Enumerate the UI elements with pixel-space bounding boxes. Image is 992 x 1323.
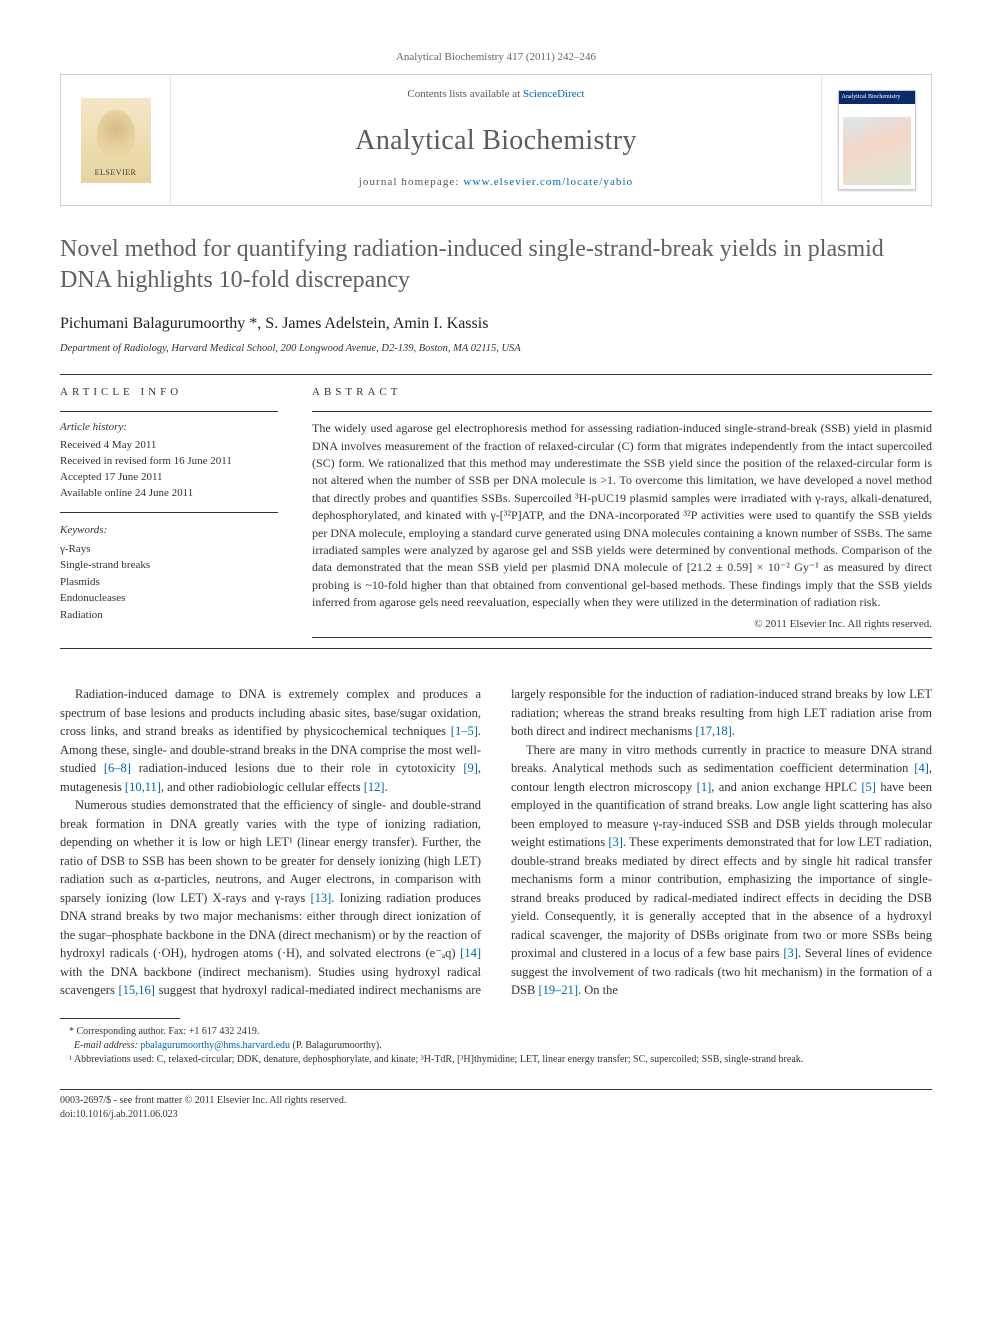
copyright: © 2011 Elsevier Inc. All rights reserved… — [312, 617, 932, 633]
journal-name: Analytical Biochemistry — [181, 121, 811, 162]
sciencedirect-link[interactable]: ScienceDirect — [523, 88, 585, 100]
header-center: Contents lists available at ScienceDirec… — [171, 75, 821, 205]
rule-abstract-top — [312, 411, 932, 412]
journal-reference: Analytical Biochemistry 417 (2011) 242–2… — [60, 50, 932, 66]
body-span: . On the — [578, 983, 618, 997]
keywords-heading: Keywords: — [60, 523, 278, 539]
homepage-line: journal homepage: www.elsevier.com/locat… — [181, 175, 811, 191]
rule-body-top — [60, 648, 932, 649]
contents-prefix: Contents lists available at — [407, 88, 522, 100]
journal-header: ELSEVIER Contents lists available at Sci… — [60, 74, 932, 206]
body-span: , and other radiobiologic cellular effec… — [161, 780, 364, 794]
body-span: radiation-induced lesions due to their r… — [131, 761, 463, 775]
keyword: Radiation — [60, 607, 278, 624]
cover-title: Analytical Biochemistry — [839, 91, 915, 104]
citation-link[interactable]: [5] — [861, 780, 876, 794]
keyword: γ-Rays — [60, 541, 278, 558]
authors-text: Pichumani Balagurumoorthy *, S. James Ad… — [60, 315, 488, 332]
citation-link[interactable]: [13] — [310, 891, 331, 905]
history-received: Received 4 May 2011 — [60, 438, 278, 454]
footnotes: * Corresponding author. Fax: +1 617 432 … — [60, 1025, 932, 1067]
elsevier-logo-label: ELSEVIER — [95, 167, 137, 179]
article-history-block: Article history: Received 4 May 2011 Rec… — [60, 412, 278, 513]
citation-link[interactable]: [3] — [783, 946, 798, 960]
history-revised: Received in revised form 16 June 2011 — [60, 454, 278, 470]
history-online: Available online 24 June 2011 — [60, 486, 278, 502]
abstract-column: ABSTRACT The widely used agarose gel ele… — [312, 385, 932, 638]
email-footnote: E-mail address: pbalagurumoorthy@hms.har… — [60, 1039, 932, 1053]
article-info-column: ARTICLE INFO Article history: Received 4… — [60, 385, 278, 638]
email-person: (P. Balagurumoorthy). — [290, 1040, 382, 1051]
journal-cover-thumbnail: Analytical Biochemistry — [838, 90, 916, 190]
rule-top — [60, 374, 932, 375]
keywords-block: Keywords: γ-Rays Single-strand breaks Pl… — [60, 523, 278, 623]
history-heading: Article history: — [60, 420, 278, 436]
citation-link[interactable]: [1–5] — [451, 724, 478, 738]
authors: Pichumani Balagurumoorthy *, S. James Ad… — [60, 312, 932, 335]
citation-link[interactable]: [10,11] — [125, 780, 161, 794]
keyword: Endonucleases — [60, 590, 278, 607]
citation-link[interactable]: [19–21] — [538, 983, 578, 997]
body-span: Numerous studies demonstrated that the e… — [60, 798, 481, 905]
abstract-label: ABSTRACT — [312, 385, 932, 401]
body-paragraph-3: There are many in vitro methods currentl… — [511, 741, 932, 1000]
body-span: . — [732, 724, 735, 738]
citation-link[interactable]: [14] — [460, 946, 481, 960]
email-label: E-mail address: — [74, 1040, 140, 1051]
article-title: Novel method for quantifying radiation-i… — [60, 234, 932, 295]
footnote-rule — [60, 1018, 180, 1019]
doi-block: 0003-2697/$ - see front matter © 2011 El… — [60, 1094, 932, 1122]
homepage-url[interactable]: www.elsevier.com/locate/yabio — [463, 176, 633, 188]
body-span: . These experiments demonstrated that fo… — [511, 835, 932, 960]
corresponding-author-footnote: * Corresponding author. Fax: +1 617 432 … — [60, 1025, 932, 1039]
body-text: Radiation-induced damage to DNA is extre… — [60, 685, 932, 1000]
doi-line: doi:10.1016/j.ab.2011.06.023 — [60, 1108, 932, 1122]
rule-abstract-bottom — [312, 637, 932, 638]
elsevier-logo: ELSEVIER — [81, 98, 151, 183]
cover-thumbnail-cell: Analytical Biochemistry — [821, 75, 931, 205]
affiliation: Department of Radiology, Harvard Medical… — [60, 341, 932, 356]
citation-link[interactable]: [9] — [463, 761, 478, 775]
body-span: There are many in vitro methods currentl… — [511, 743, 932, 776]
abstract-text: The widely used agarose gel electrophore… — [312, 420, 932, 611]
citation-link[interactable]: [12] — [364, 780, 385, 794]
article-info-label: ARTICLE INFO — [60, 385, 278, 401]
body-span: Radiation-induced damage to DNA is extre… — [60, 687, 481, 738]
citation-link[interactable]: [15,16] — [118, 983, 154, 997]
citation-link[interactable]: [6–8] — [104, 761, 131, 775]
publisher-logo-cell: ELSEVIER — [61, 75, 171, 205]
cover-art — [843, 117, 911, 185]
citation-link[interactable]: [17,18] — [695, 724, 731, 738]
abbreviations-footnote: ¹ Abbreviations used: C, relaxed-circula… — [60, 1053, 932, 1067]
history-accepted: Accepted 17 June 2011 — [60, 470, 278, 486]
final-rule — [60, 1089, 932, 1090]
keyword: Plasmids — [60, 574, 278, 591]
body-span: , and anion exchange HPLC — [711, 780, 861, 794]
citation-link[interactable]: [3] — [608, 835, 623, 849]
email-link[interactable]: pbalagurumoorthy@hms.harvard.edu — [140, 1040, 290, 1051]
homepage-prefix: journal homepage: — [359, 176, 464, 188]
keyword: Single-strand breaks — [60, 557, 278, 574]
body-span: . — [385, 780, 388, 794]
meta-row: ARTICLE INFO Article history: Received 4… — [60, 385, 932, 638]
front-matter-line: 0003-2697/$ - see front matter © 2011 El… — [60, 1094, 932, 1108]
body-paragraph-1: Radiation-induced damage to DNA is extre… — [60, 685, 481, 796]
citation-link[interactable]: [1] — [697, 780, 712, 794]
citation-link[interactable]: [4] — [914, 761, 929, 775]
contents-available-line: Contents lists available at ScienceDirec… — [181, 87, 811, 103]
